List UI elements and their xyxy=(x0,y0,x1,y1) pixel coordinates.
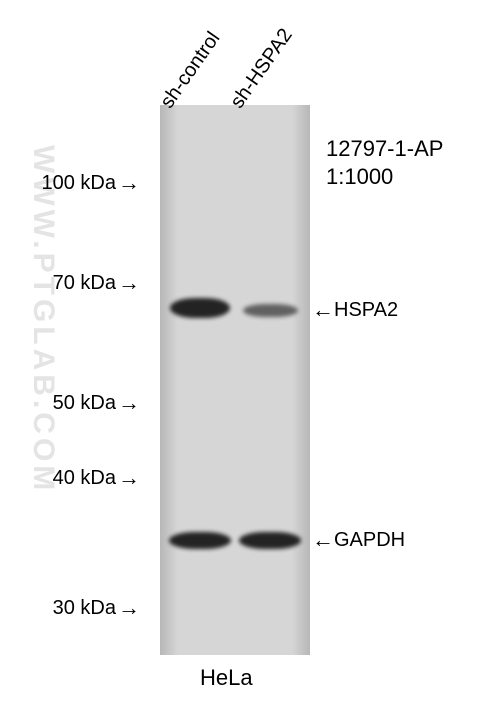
band xyxy=(169,532,231,549)
target-name: GAPDH xyxy=(334,529,405,552)
antibody-dilution: 1:1000 xyxy=(326,163,443,191)
mw-marker: 100 kDa→ xyxy=(16,170,166,196)
lane-label-control: sh-control xyxy=(156,28,225,113)
blot-edge-right xyxy=(292,105,310,655)
band xyxy=(243,304,298,317)
mw-marker-label: 40 kDa xyxy=(16,467,116,490)
mw-marker-label: 30 kDa xyxy=(16,597,116,620)
figure-container: WWW.PTGLAB.COM sh-control sh-HSPA2 12797… xyxy=(0,0,500,720)
mw-marker: 30 kDa→ xyxy=(16,595,166,621)
mw-marker: 50 kDa→ xyxy=(16,390,166,416)
mw-marker: 40 kDa→ xyxy=(16,465,166,491)
arrow-left-icon: ← xyxy=(312,527,334,553)
mw-marker-label: 70 kDa xyxy=(16,272,116,295)
blot-strip xyxy=(160,105,310,655)
arrow-right-icon: → xyxy=(118,170,140,196)
mw-marker-label: 100 kDa xyxy=(16,172,116,195)
mw-marker-label: 50 kDa xyxy=(16,392,116,415)
cell-line-label: HeLa xyxy=(200,665,253,691)
target-label: ←GAPDH xyxy=(312,527,405,553)
target-label: ←HSPA2 xyxy=(312,297,398,323)
target-name: HSPA2 xyxy=(334,299,398,322)
watermark-text: WWW.PTGLAB.COM xyxy=(26,145,60,494)
arrow-right-icon: → xyxy=(118,270,140,296)
lane-label-hspa2: sh-HSPA2 xyxy=(226,25,298,113)
arrow-right-icon: → xyxy=(118,465,140,491)
mw-marker: 70 kDa→ xyxy=(16,270,166,296)
arrow-right-icon: → xyxy=(118,390,140,416)
antibody-catalog: 12797-1-AP xyxy=(326,135,443,163)
arrow-left-icon: ← xyxy=(312,297,334,323)
antibody-label: 12797-1-AP 1:1000 xyxy=(326,135,443,190)
band xyxy=(239,532,301,549)
arrow-right-icon: → xyxy=(118,595,140,621)
band xyxy=(170,298,230,318)
blot-background xyxy=(160,105,310,655)
